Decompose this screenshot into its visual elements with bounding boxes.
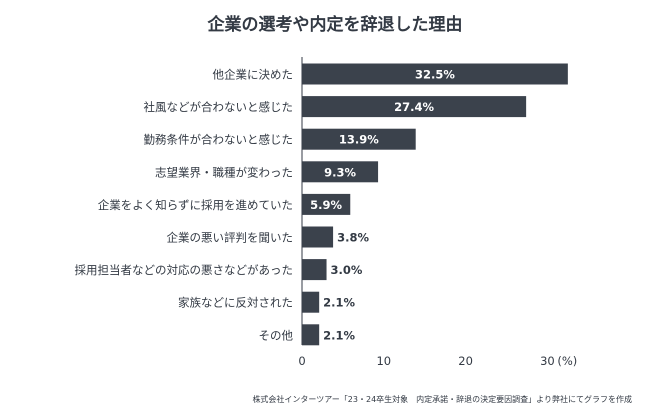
data-label: 3.8% <box>337 231 369 245</box>
category-label: 社風などが合わないと感じた <box>144 100 294 114</box>
bar <box>302 96 527 118</box>
data-label: 13.9% <box>339 133 379 147</box>
category-label: 採用担当者などの対応の悪さなどがあった <box>75 263 294 277</box>
data-label: 9.3% <box>324 165 356 179</box>
x-tick-label: 10 <box>376 354 391 368</box>
bar <box>302 193 351 215</box>
bar <box>302 259 327 281</box>
chart-title: 企業の選考や内定を辞退した理由 <box>207 15 463 35</box>
source-note: 株式会社インターツアー「23・24卒生対象 内定承諾・辞退の決定要因調査」より弊… <box>252 395 632 404</box>
category-label: 家族などに反対された <box>178 296 293 310</box>
data-label: 5.9% <box>310 198 342 212</box>
x-unit-label: (%) <box>557 354 577 368</box>
data-label: 32.5% <box>415 68 455 82</box>
data-label: 27.4% <box>394 100 434 114</box>
bar <box>302 291 320 313</box>
bar <box>302 63 568 85</box>
data-label: 2.1% <box>323 296 355 310</box>
bar <box>302 128 416 150</box>
x-tick-label: 30 <box>540 354 555 368</box>
x-tick-label: 20 <box>458 354 473 368</box>
category-label: 志望業界・職種が変わった <box>155 165 293 179</box>
data-label: 2.1% <box>323 328 355 342</box>
category-label: 他企業に決めた <box>213 68 294 82</box>
category-label: 勤務条件が合わないと感じた <box>144 133 294 147</box>
bar <box>302 324 320 346</box>
bar <box>302 161 379 183</box>
category-label: 企業の悪い評判を聞いた <box>167 231 294 245</box>
bar <box>302 226 334 248</box>
category-label: その他 <box>259 328 294 342</box>
category-label: 企業をよく知らずに採用を進めていた <box>98 198 293 212</box>
x-tick-label: 0 <box>298 354 305 368</box>
data-label: 3.0% <box>331 263 363 277</box>
